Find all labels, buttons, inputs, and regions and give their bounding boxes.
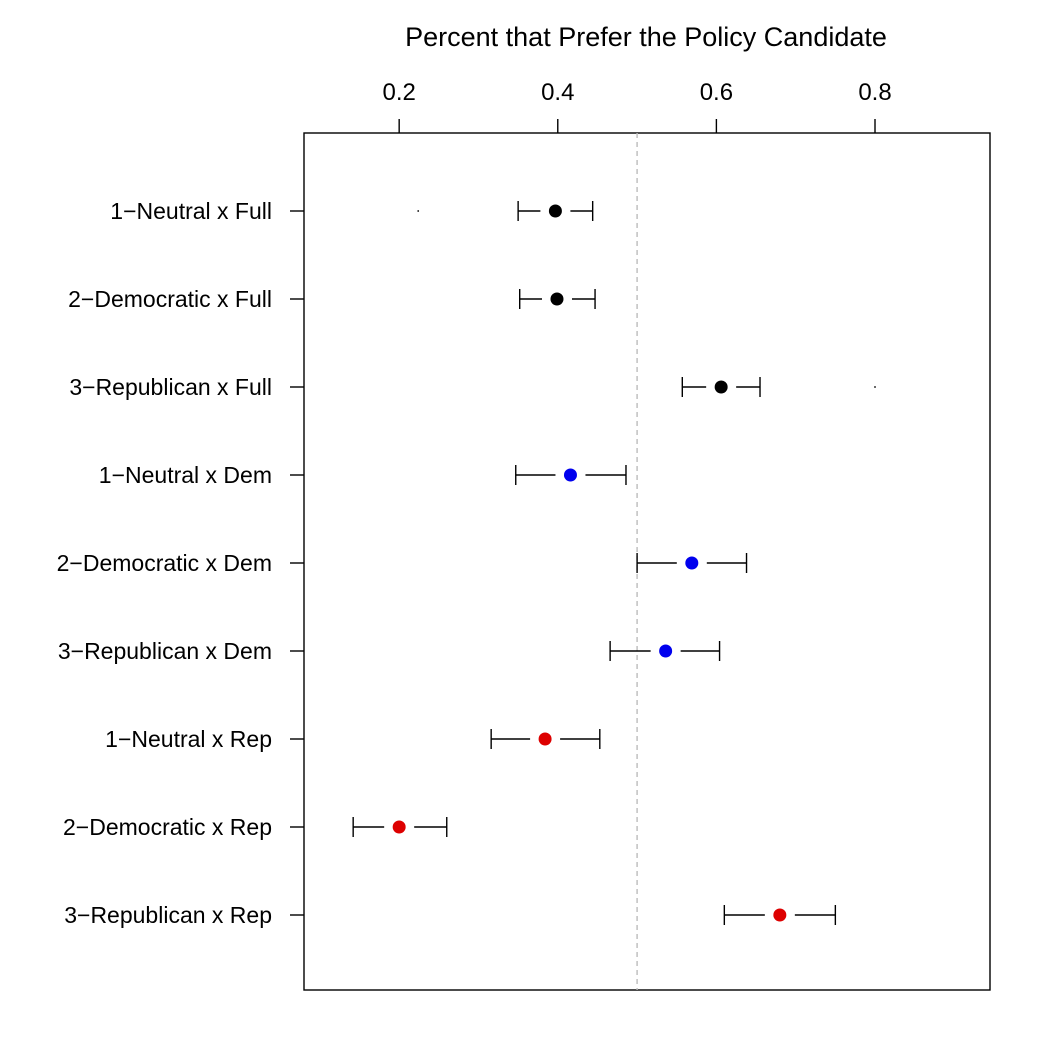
x-axis: 0.2 0.4 0.6 0.8 <box>382 79 892 133</box>
point-estimate-dot <box>548 204 562 218</box>
point-estimate-dot <box>392 820 406 834</box>
x-tick-label: 0.6 <box>700 79 733 106</box>
data-marks <box>352 201 876 925</box>
stray-mark <box>417 210 420 212</box>
plot-frame <box>303 132 991 991</box>
point-estimate-dot <box>773 908 787 922</box>
category-label: 3−Republican x Rep <box>64 902 272 928</box>
category-label: 2−Democratic x Dem <box>57 550 272 576</box>
category-label: 1−Neutral x Dem <box>99 462 272 488</box>
category-label: 2−Democratic x Rep <box>63 814 272 840</box>
point-estimate-dot <box>538 732 552 746</box>
error-bar-row <box>490 729 601 749</box>
category-label: 3−Republican x Dem <box>58 638 272 664</box>
error-bar-row <box>352 817 448 837</box>
error-bar-row <box>681 377 761 397</box>
category-label: 2−Democratic x Full <box>68 286 272 312</box>
chart-title: Percent that Prefer the Policy Candidate <box>405 22 887 52</box>
category-label: 3−Republican x Full <box>69 374 272 400</box>
category-label: 1−Neutral x Full <box>110 198 272 224</box>
point-estimate-dot <box>685 556 699 570</box>
category-label: 1−Neutral x Rep <box>105 726 272 752</box>
point-estimate-dot <box>659 644 673 658</box>
point-estimate-dot <box>714 380 728 394</box>
x-tick-label: 0.2 <box>382 79 415 106</box>
error-bar-row <box>609 641 721 661</box>
error-bar-row <box>519 289 596 309</box>
point-estimate-dot <box>563 468 577 482</box>
error-bar-row <box>636 553 748 573</box>
stray-mark <box>874 386 876 388</box>
x-tick-label: 0.4 <box>541 79 574 106</box>
error-bar-row <box>517 201 594 221</box>
y-axis: 1−Neutral x Full 2−Democratic x Full 3−Rep… <box>57 198 304 928</box>
x-tick-label: 0.8 <box>858 79 891 106</box>
error-bar-row <box>723 905 837 925</box>
point-estimate-dot <box>550 292 564 306</box>
error-bar-row <box>515 465 627 485</box>
